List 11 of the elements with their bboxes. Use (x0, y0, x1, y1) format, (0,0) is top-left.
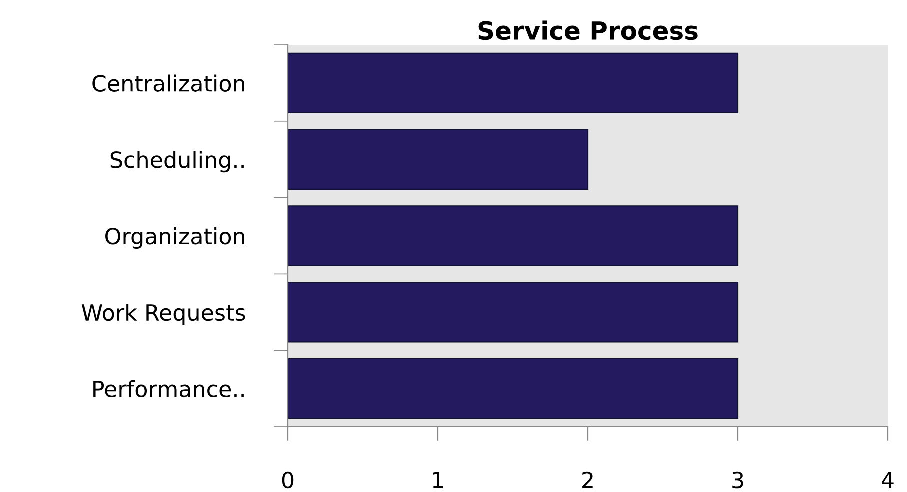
x-tick-label: 3 (732, 472, 744, 489)
y-tick-label: Organization (106, 228, 244, 250)
chart-title: Service Process (478, 20, 698, 40)
x-tick-label: 1 (433, 472, 444, 488)
x-tick-label: 0 (282, 472, 294, 489)
y-tick-label: Centralization (92, 74, 244, 92)
x-tick-label: 4 (882, 472, 894, 488)
y-tick-label: Scheduling.. (110, 151, 244, 173)
y-tick-label: Performance.. (94, 380, 244, 398)
x-tick-label: 2 (582, 472, 593, 488)
y-tick-label: Work Requests (82, 304, 246, 326)
